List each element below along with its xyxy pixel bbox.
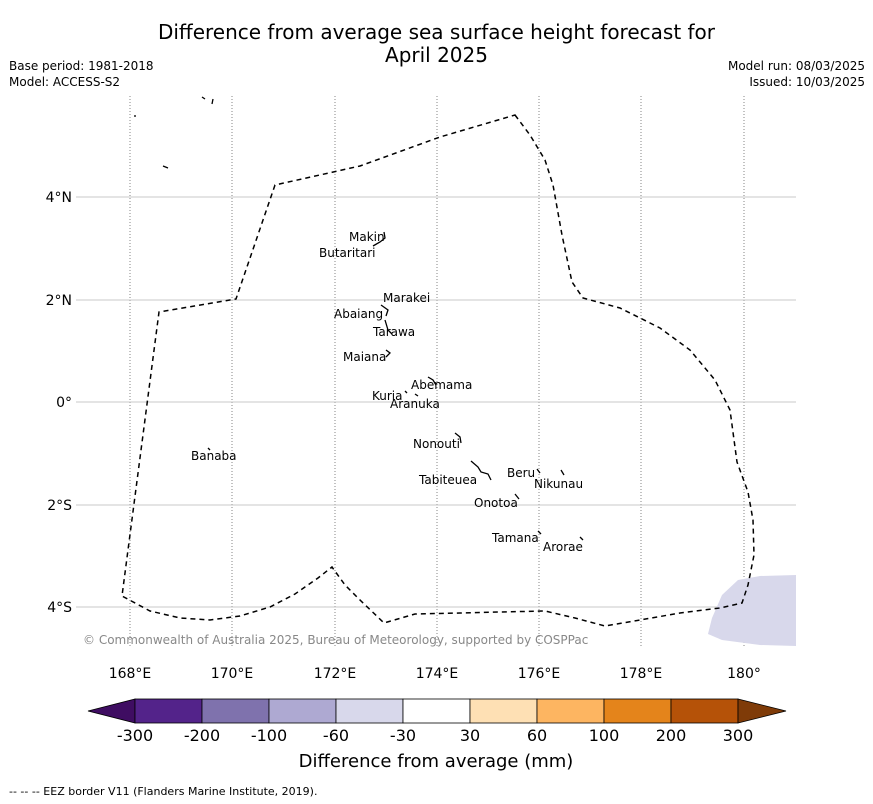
colorbar-bin-8 [603,698,672,724]
island-labels: Makin Butaritari Marakei Abaiang Tarawa … [191,230,583,554]
lat-tick-0: 0° [56,395,72,411]
colorbar-bin-6 [469,698,538,724]
island-label-onotoa: Onotoa [474,496,518,510]
island-label-tabiteuea: Tabiteuea [418,473,477,487]
colorbar-tick: -100 [251,726,287,745]
island-label-makin: Makin [349,230,385,244]
island-label-tamana: Tamana [491,531,539,545]
colorbar-bin-1 [134,698,203,724]
lon-tick-170e: 170°E [211,666,254,682]
map-title: Difference from average sea surface heig… [0,21,873,67]
island-label-abemama: Abemama [411,378,472,392]
colorbar-tick: -300 [117,726,153,745]
anomaly-region [708,575,796,646]
lon-tick-178e: 178°E [620,666,663,682]
colorbar-tick: -200 [184,726,220,745]
island-label-kuria: Kuria [372,389,403,403]
island-label-tarawa: Tarawa [372,325,415,339]
colorbar-tick-labels: -300 -200 -100 -60 -30 30 60 100 200 300 [117,726,753,745]
meta-right: Model run: 08/03/2025 Issued: 10/03/2025 [728,58,865,90]
lat-tick-2s: 2°S [47,498,72,514]
model-run: Model run: 08/03/2025 [727,59,865,73]
colorbar-bin-5 [402,698,471,724]
colorbar-tick: 300 [723,726,754,745]
island-label-banaba: Banaba [191,449,237,463]
colorbar-tick: 100 [589,726,620,745]
island-shapes [134,96,584,541]
colorbar-label: Difference from average (mm) [299,751,574,772]
lon-tick-labels: 168°E 170°E 172°E 174°E 176°E 178°E 180° [109,666,761,682]
colorbar-bin-2 [201,698,270,724]
island-label-arorae: Arorae [543,540,583,554]
colorbar-bin-3 [268,698,337,724]
lon-tick-180: 180° [727,666,761,682]
island-label-butaritari: Butaritari [319,246,376,260]
meta-left: Base period: 1981-2018 Model: ACCESS-S2 [9,58,154,90]
lat-tick-4n: 4°N [46,190,72,206]
island-label-beru: Beru [507,466,535,480]
colorbar-below-arrow [87,698,136,724]
lon-tick-168e: 168°E [109,666,152,682]
island-label-aranuka: Aranuka [390,397,440,411]
lon-tick-176e: 176°E [518,666,561,682]
lon-tick-174e: 174°E [416,666,459,682]
issued-date: Issued: 10/03/2025 [749,75,865,89]
base-period: Base period: 1981-2018 [9,59,154,73]
lat-tick-labels: 4°N 2°N 0° 2°S 4°S [46,190,73,616]
colorbar-tick: -60 [323,726,349,745]
island-label-marakei: Marakei [383,291,430,305]
island-label-maiana: Maiana [343,350,386,364]
model-name: Model: ACCESS-S2 [9,75,121,89]
island-label-nonouti: Nonouti [413,437,460,451]
colorbar-tick: 30 [460,726,480,745]
title-line-2: April 2025 [385,43,488,67]
colorbar-tick: 60 [527,726,547,745]
island-label-abaiang: Abaiang [334,307,383,321]
colorbar-tick: 200 [656,726,687,745]
colorbar-tick: -30 [390,726,416,745]
lat-tick-4s: 4°S [47,600,72,616]
colorbar [87,698,787,724]
colorbar-above-arrow [737,698,787,724]
colorbar-bin-7 [536,698,605,724]
island-label-nikunau: Nikunau [534,477,583,491]
copyright-notice: © Commonwealth of Australia 2025, Bureau… [83,633,588,647]
eez-footnote: -- -- -- EEZ border V11 (Flanders Marine… [9,785,318,798]
colorbar-bin-4 [335,698,404,724]
title-line-1: Difference from average sea surface heig… [157,20,716,44]
lon-tick-172e: 172°E [314,666,357,682]
graticule [76,96,796,648]
lat-tick-2n: 2°N [46,293,72,309]
eez-border [121,114,755,627]
colorbar-bin-9 [670,698,739,724]
